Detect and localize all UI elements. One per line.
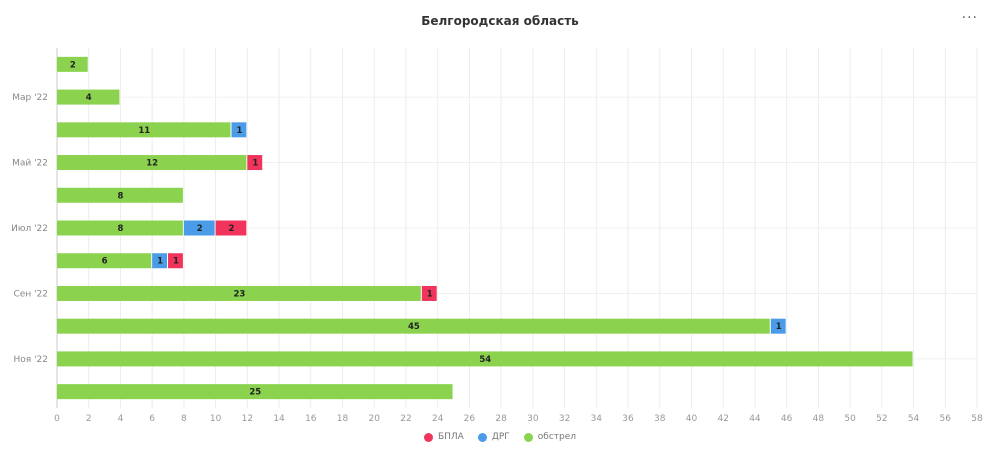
bar-обстрел [57, 384, 453, 400]
bar-обстрел [57, 187, 183, 203]
bar-обстрел [57, 155, 247, 171]
data-label: 1 [427, 289, 433, 299]
legend: БПЛА ДРГ обстрел [0, 432, 1000, 442]
legend-item[interactable]: БПЛА [423, 432, 464, 442]
legend-label: обстрел [537, 432, 577, 442]
legend-item[interactable]: обстрел [523, 432, 577, 442]
x-tick-label: 12 [242, 414, 253, 424]
bar-обстрел [57, 220, 183, 236]
legend-dot-icon [523, 432, 533, 442]
x-tick-label: 24 [432, 414, 444, 424]
data-label: 54 [479, 355, 491, 365]
x-tick-label: 48 [813, 414, 825, 424]
data-label: 8 [117, 224, 123, 234]
x-tick-label: 42 [717, 414, 728, 424]
x-tick-label: 20 [369, 414, 381, 424]
legend-label: ДРГ [491, 432, 510, 442]
data-label: 2 [70, 60, 76, 70]
x-tick-label: 32 [559, 414, 570, 424]
x-tick-label: 56 [940, 414, 952, 424]
x-tick-label: 30 [527, 414, 539, 424]
bar-обстрел [57, 253, 152, 269]
data-label: 25 [249, 388, 261, 398]
data-label: 2 [229, 224, 235, 234]
x-tick-label: 0 [54, 414, 60, 424]
legend-dot-icon [423, 432, 433, 442]
x-tick-label: 52 [876, 414, 887, 424]
legend-label: БПЛА [437, 432, 464, 442]
x-tick-label: 50 [844, 414, 856, 424]
data-label: 8 [117, 191, 123, 201]
x-tick-label: 44 [749, 414, 761, 424]
bar-обстрел [57, 285, 421, 301]
chart-title: Белгородская область [421, 14, 579, 28]
x-tick-label: 26 [464, 414, 476, 424]
bar-БПЛА [421, 285, 437, 301]
x-tick-label: 34 [591, 414, 603, 424]
y-axis-label: Ноя '22 [14, 355, 48, 365]
data-label: 1 [157, 257, 163, 267]
data-label: 1 [252, 159, 258, 169]
data-label: 1 [776, 322, 782, 332]
chart-menu-button[interactable]: ··· [961, 10, 978, 26]
data-label: 2 [197, 224, 203, 234]
x-tick-label: 6 [149, 414, 155, 424]
x-tick-label: 28 [495, 414, 507, 424]
bar-БПЛА [247, 155, 263, 171]
x-tick-label: 46 [781, 414, 793, 424]
bar-ДРГ [152, 253, 168, 269]
data-label: 12 [146, 159, 158, 169]
x-tick-label: 54 [908, 414, 920, 424]
data-label: 1 [173, 257, 179, 267]
x-tick-label: 58 [971, 414, 983, 424]
legend-item[interactable]: ДРГ [477, 432, 510, 442]
x-tick-label: 18 [337, 414, 349, 424]
x-tick-label: 4 [118, 414, 124, 424]
bar-БПЛА [215, 220, 247, 236]
data-label: 6 [102, 257, 108, 267]
bar-обстрел [57, 351, 913, 367]
y-axis-label: Май '22 [12, 159, 48, 169]
x-tick-label: 2 [86, 414, 92, 424]
bar-обстрел [57, 122, 231, 138]
bar-ДРГ [231, 122, 247, 138]
bar-ДРГ [183, 220, 215, 236]
bar-обстрел [57, 56, 88, 72]
chart-plot: 0 2 4 6 8 10 12 14 16 18 20 22 24 26 28 30 32 34 36 38 40 42 4… [11, 48, 983, 424]
bar-БПЛА [168, 253, 183, 269]
bar-обстрел [57, 318, 770, 334]
x-tick-label: 14 [273, 414, 285, 424]
x-tick-label: 10 [210, 414, 222, 424]
x-tick-label: 8 [181, 414, 187, 424]
y-axis-label: Сен '22 [14, 289, 49, 299]
data-label: 11 [138, 126, 150, 136]
x-tick-label: 16 [305, 414, 317, 424]
data-label: 23 [233, 289, 245, 299]
x-tick-label: 22 [400, 414, 411, 424]
y-axis-label: Июл '22 [11, 224, 48, 234]
bar-обстрел [57, 89, 120, 105]
x-tick-label: 38 [654, 414, 666, 424]
data-label: 4 [86, 93, 92, 103]
x-tick-label: 40 [686, 414, 698, 424]
data-label: 45 [408, 322, 420, 332]
bar-ДРГ [770, 318, 786, 334]
y-axis-label: Мар '22 [12, 93, 48, 103]
legend-dot-icon [477, 432, 487, 442]
x-tick-label: 36 [622, 414, 634, 424]
data-label: 1 [236, 126, 242, 136]
